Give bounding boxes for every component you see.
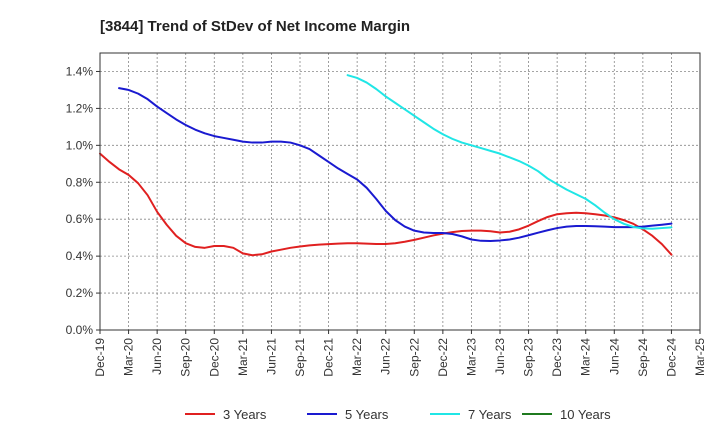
grid-layer xyxy=(99,53,701,331)
x-tick-label: Sep-21 xyxy=(293,338,307,377)
x-tick-label: Sep-20 xyxy=(179,338,193,377)
x-tick-label: Dec-24 xyxy=(664,338,678,377)
x-tick-label: Mar-21 xyxy=(236,338,250,376)
legend: 3 Years 5 Years 7 Years 10 Years xyxy=(185,407,611,422)
y-tick-label: 0.8% xyxy=(66,175,94,189)
series-line-3-years xyxy=(99,152,673,257)
x-tick-label: Dec-22 xyxy=(436,338,450,377)
x-tick-label: Mar-25 xyxy=(693,338,707,376)
y-tick-label: 0.0% xyxy=(66,323,94,337)
y-axis-ticks: 0.0% 0.2% 0.4% 0.6% 0.8% 1.0% 1.2% 1.4% xyxy=(66,64,100,337)
x-tick-label: Mar-24 xyxy=(579,338,593,376)
legend-label-7-years: 7 Years xyxy=(468,407,512,422)
legend-label-10-years: 10 Years xyxy=(560,407,611,422)
x-tick-label: Mar-23 xyxy=(464,338,478,376)
y-tick-label: 0.4% xyxy=(66,249,94,263)
chart-title: [3844] Trend of StDev of Net Income Marg… xyxy=(100,18,410,35)
x-tick-label: Jun-20 xyxy=(150,338,164,375)
legend-label-3-years: 3 Years xyxy=(223,407,267,422)
x-tick-label: Sep-23 xyxy=(522,338,536,377)
x-tick-label: Dec-19 xyxy=(93,338,107,377)
plot-frame xyxy=(99,52,701,331)
y-tick-label: 1.0% xyxy=(66,138,94,152)
x-tick-label: Sep-24 xyxy=(636,338,650,377)
y-tick-label: 0.6% xyxy=(66,212,94,226)
x-tick-label: Jun-21 xyxy=(264,338,278,375)
x-tick-label: Jun-22 xyxy=(379,338,393,375)
y-tick-label: 1.2% xyxy=(66,101,94,115)
x-axis-ticks: Dec-19 Mar-20 Jun-20 Sep-20 Dec-20 Mar-21 Jun-… xyxy=(93,330,707,377)
y-tick-label: 0.2% xyxy=(66,286,94,300)
series-line-5-years xyxy=(118,87,673,242)
y-tick-label: 1.4% xyxy=(66,64,94,78)
legend-label-5-years: 5 Years xyxy=(345,407,389,422)
x-tick-label: Mar-20 xyxy=(122,338,136,376)
x-tick-label: Dec-23 xyxy=(550,338,564,377)
x-tick-label: Jun-24 xyxy=(607,338,621,375)
x-tick-label: Dec-21 xyxy=(322,338,336,377)
x-tick-label: Jun-23 xyxy=(493,338,507,375)
x-tick-label: Mar-22 xyxy=(350,338,364,376)
series-layer xyxy=(99,74,673,257)
x-tick-label: Sep-22 xyxy=(407,338,421,377)
plot-background xyxy=(100,53,700,330)
series-line-7-years xyxy=(346,74,673,230)
x-tick-label: Dec-20 xyxy=(207,338,221,377)
